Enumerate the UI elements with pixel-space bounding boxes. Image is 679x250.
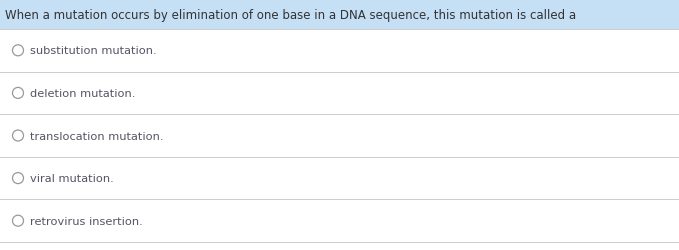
Text: retrovirus insertion.: retrovirus insertion. bbox=[29, 216, 142, 226]
Text: translocation mutation.: translocation mutation. bbox=[29, 131, 163, 141]
Text: viral mutation.: viral mutation. bbox=[29, 174, 113, 183]
Text: deletion mutation.: deletion mutation. bbox=[29, 88, 135, 99]
Text: When a mutation occurs by elimination of one base in a DNA sequence, this mutati: When a mutation occurs by elimination of… bbox=[5, 8, 576, 22]
Text: substitution mutation.: substitution mutation. bbox=[29, 46, 156, 56]
FancyBboxPatch shape bbox=[0, 0, 679, 30]
